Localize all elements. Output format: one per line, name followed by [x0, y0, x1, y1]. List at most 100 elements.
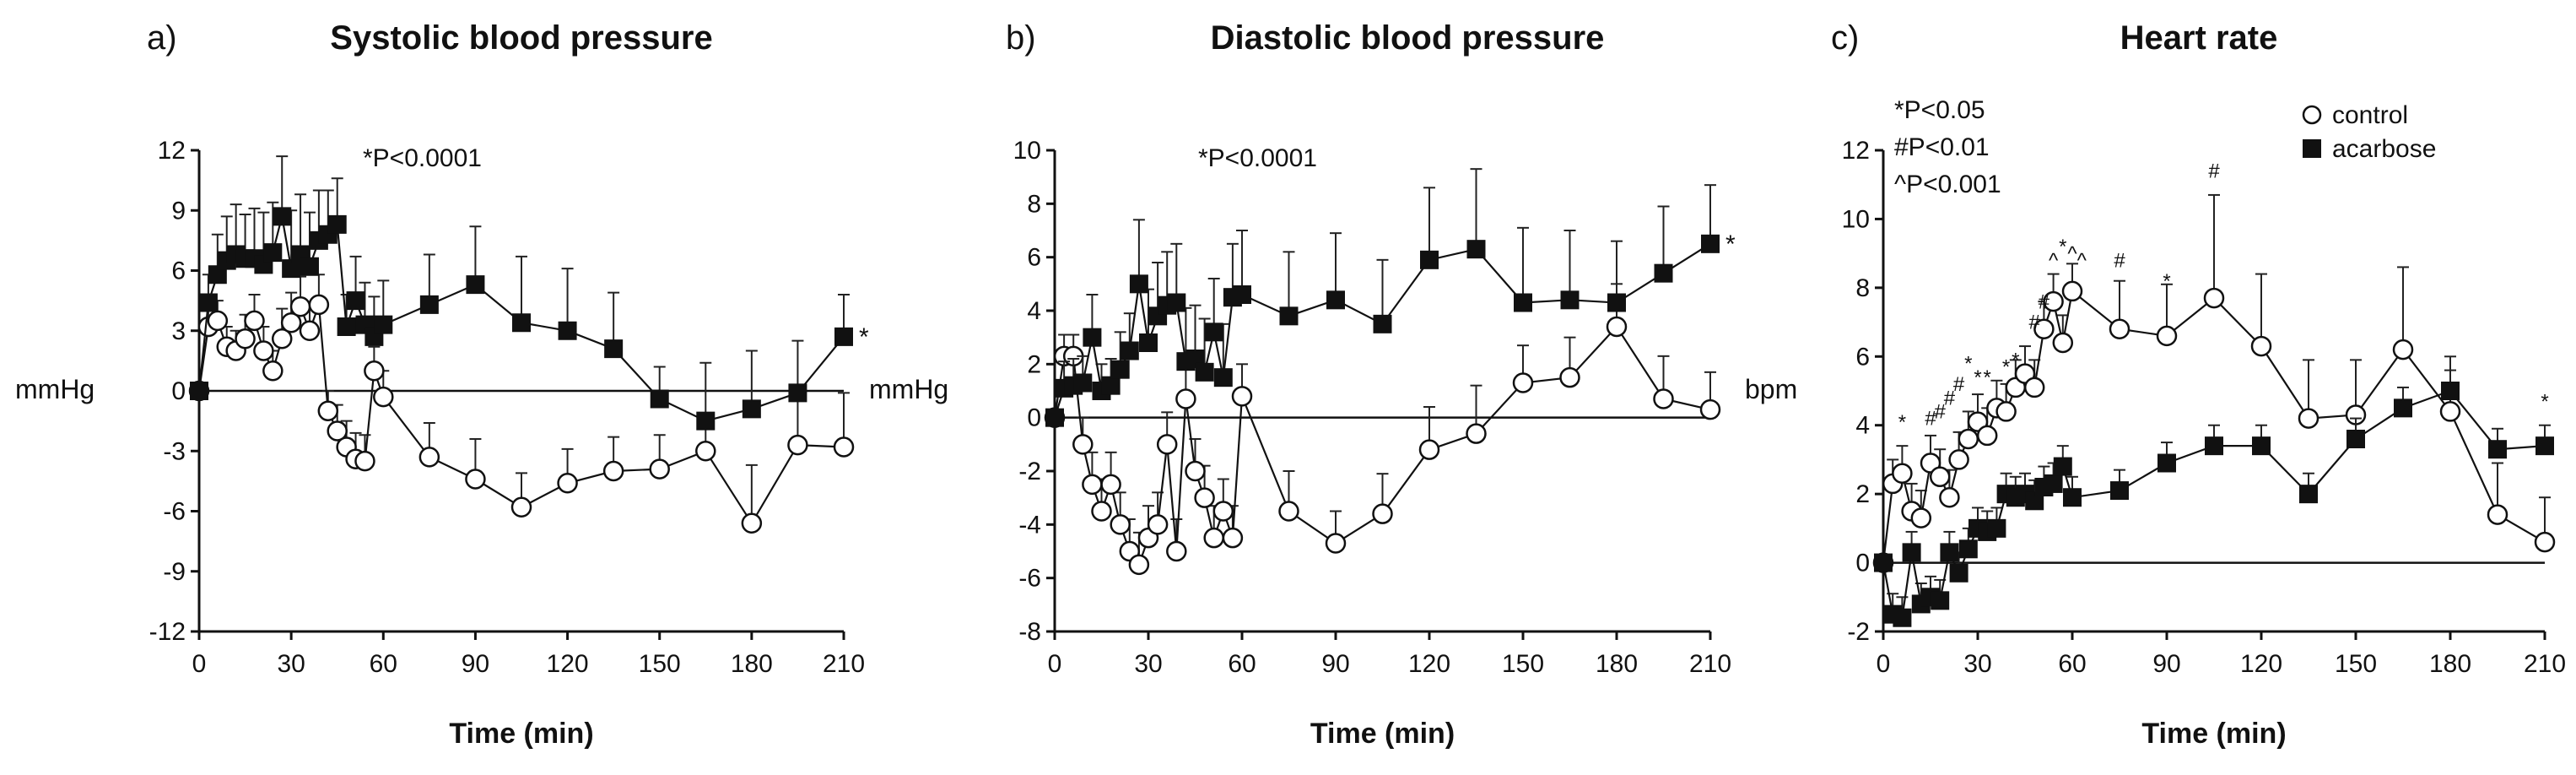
data-point-square [2044, 474, 2063, 493]
data-point-circle [833, 436, 855, 458]
data-point-square [558, 321, 577, 340]
data-point-circle [1606, 316, 1628, 338]
data-point-square [1101, 376, 1121, 395]
y-tick-label: 4 [1027, 297, 1041, 325]
chart-title: Heart rate [2120, 19, 2278, 57]
x-tick-label: 210 [2524, 650, 2566, 678]
data-point-square [1902, 543, 1921, 562]
x-tick-label: 120 [547, 650, 589, 678]
data-point-square [2053, 457, 2072, 476]
data-point-circle [2487, 504, 2508, 525]
data-point-circle [1166, 540, 1187, 562]
data-point-circle [280, 312, 302, 333]
data-point-circle [2203, 287, 2225, 309]
y-tick-label: 2 [1027, 350, 1041, 378]
data-point-circle [1559, 366, 1580, 388]
data-point-square [1167, 293, 1186, 312]
significance-marker: * [1964, 353, 1972, 376]
data-point-circle [1512, 372, 1534, 393]
data-point-circle [1128, 554, 1150, 576]
x-tick-label: 60 [2058, 650, 2086, 678]
y-tick-label: 6 [171, 257, 186, 285]
data-point-square [742, 399, 761, 419]
legend-square-icon [2303, 139, 2321, 158]
data-point-square [2252, 436, 2271, 456]
data-point-circle [1910, 507, 1932, 528]
data-point-circle [299, 320, 321, 341]
data-point-square [2441, 382, 2460, 400]
data-point-square [1701, 234, 1720, 253]
data-point-square [1931, 591, 1950, 610]
data-point-circle [1082, 474, 1103, 496]
data-point-circle [1194, 487, 1215, 508]
x-axis-label: Time (min) [1310, 718, 1455, 750]
x-tick-label: 30 [1134, 650, 1162, 678]
data-point-square [1940, 543, 1959, 562]
data-point-circle [1325, 533, 1347, 554]
data-point-circle [2298, 408, 2319, 429]
y-tick-label: -9 [163, 558, 186, 586]
data-point-circle [271, 328, 293, 350]
y-tick-label: -4 [1018, 511, 1041, 539]
y-tick-label: -3 [163, 437, 186, 465]
y-tick-label: -12 [149, 618, 186, 646]
y-axis-label: mmHg [15, 374, 95, 404]
x-tick-label: 150 [639, 650, 681, 678]
data-point-circle [419, 447, 440, 468]
significance-marker: * [1974, 366, 1981, 389]
x-tick-label: 180 [1596, 650, 1638, 678]
data-point-circle [1212, 501, 1234, 522]
panel-label: c) [1831, 19, 1859, 57]
y-tick-label: 10 [1013, 137, 1041, 165]
data-point-circle [207, 310, 229, 332]
significance-marker: ^ [2067, 242, 2077, 265]
data-point-square [1045, 408, 1064, 427]
panel-label: b) [1006, 19, 1036, 57]
data-point-square [1987, 518, 2006, 538]
significance-marker: * [1898, 411, 1906, 434]
data-point-circle [1278, 501, 1299, 522]
x-tick-label: 120 [2240, 650, 2282, 678]
data-point-circle [1929, 466, 1951, 488]
p-value-note: *P<0.0001 [363, 144, 482, 172]
data-point-circle [1231, 386, 1253, 407]
data-point-square [1654, 263, 1673, 283]
x-tick-label: 210 [1689, 650, 1731, 678]
x-axis-label: Time (min) [449, 718, 593, 750]
legend-label: acarbose [2332, 135, 2436, 163]
series-open-circles [1044, 283, 1721, 576]
significance-marker: # [2114, 249, 2125, 272]
data-point-circle [354, 450, 375, 472]
data-point-square [1233, 285, 1251, 304]
data-point-circle [465, 469, 486, 490]
x-tick-label: 150 [1502, 650, 1544, 678]
series-filled-squares [190, 155, 853, 431]
data-point-circle [2392, 339, 2414, 360]
data-point-square [2394, 398, 2412, 418]
data-point-square [1958, 539, 1978, 559]
panel-b: b) Diastolic blood pressure -8 -6 -4 -2 0 2 4 6 8 1… [869, 19, 1736, 750]
x-axis-label: Time (min) [2141, 718, 2286, 750]
data-point-square [1083, 328, 1102, 347]
data-point-circle [364, 360, 385, 382]
data-point-square [1874, 553, 1893, 572]
data-point-square [788, 383, 807, 403]
y-tick-label: 10 [1842, 205, 1870, 233]
data-point-circle [1203, 527, 1224, 549]
y-tick-label: -8 [1018, 618, 1041, 646]
x-tick-label: 120 [1408, 650, 1450, 678]
data-point-square [374, 315, 393, 334]
y-tick-label: 8 [1027, 190, 1041, 218]
data-point-square [1073, 373, 1093, 393]
y-tick-label: -6 [163, 498, 186, 526]
y-tick-label: 8 [1855, 274, 1870, 302]
y-tick-label: 12 [1842, 137, 1870, 165]
data-point-circle [1372, 503, 1393, 524]
data-point-square [834, 327, 853, 346]
data-point-square [337, 317, 356, 336]
significance-marker: ^ [2077, 249, 2087, 272]
data-point-square [1326, 290, 1345, 310]
data-point-square [1279, 306, 1299, 326]
y-tick-label: 0 [1027, 404, 1041, 432]
y-tick-label: 0 [1855, 550, 1870, 577]
